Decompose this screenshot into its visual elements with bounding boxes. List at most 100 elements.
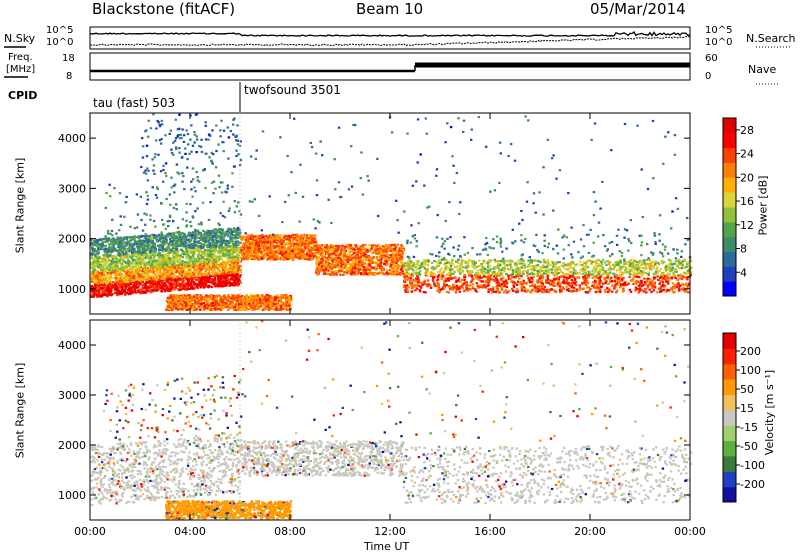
power-cell: [225, 284, 228, 287]
power-cell: [207, 272, 210, 275]
power-cell: [233, 306, 237, 309]
power-cell: [111, 285, 115, 288]
power-cell: [142, 242, 145, 245]
power-cell: [117, 267, 120, 270]
power-cell: [157, 268, 161, 271]
power-cell: [217, 274, 220, 277]
power-cell: [124, 250, 128, 253]
power-cell: [111, 257, 115, 260]
power-cell: [193, 299, 197, 302]
power-cell: [166, 298, 169, 301]
power-cell: [163, 271, 166, 274]
power-cell: [106, 240, 109, 243]
power-cell: [237, 153, 240, 156]
power-cell: [181, 240, 185, 243]
power-cell: [96, 284, 100, 287]
power-cell: [118, 291, 121, 294]
power-cell: [226, 299, 229, 302]
power-cell: [217, 270, 220, 273]
power-cell: [237, 270, 240, 274]
power-cell: [180, 267, 183, 270]
power-cell: [186, 166, 189, 169]
power-cell: [231, 245, 235, 248]
power-cell: [118, 192, 122, 195]
power-cell: [237, 277, 241, 280]
power-cell: [94, 268, 98, 272]
power-cell: [177, 303, 180, 306]
power-cell: [173, 278, 176, 281]
power-cell: [105, 249, 108, 252]
power-cell: [123, 265, 127, 268]
power-cell: [214, 282, 217, 285]
power-cell: [172, 220, 175, 223]
power-cell: [159, 142, 163, 145]
power-cell: [118, 292, 121, 295]
power-cell: [103, 248, 106, 251]
power-cell: [233, 272, 236, 276]
power-cell: [172, 232, 175, 235]
power-cell: [98, 279, 101, 283]
power-cell: [171, 263, 175, 266]
power-cell: [230, 263, 233, 266]
power-cell: [199, 242, 202, 245]
power-cell: [222, 252, 225, 255]
power-cell: [129, 235, 132, 239]
power-cell: [195, 138, 199, 141]
power-cell: [184, 271, 187, 274]
power-cell: [236, 143, 240, 146]
power-cell: [150, 258, 153, 261]
power-cell: [226, 262, 229, 266]
power-cell: [133, 281, 136, 285]
power-cell: [124, 267, 128, 270]
power-cell: [146, 246, 149, 249]
power-cell: [136, 269, 139, 272]
power-cell: [92, 279, 96, 282]
power-cell: [226, 259, 230, 262]
power-cell: [115, 232, 118, 235]
power-cell: [236, 265, 240, 268]
power-cell: [166, 235, 170, 238]
power-cell: [140, 275, 143, 278]
power-cell: [195, 282, 198, 285]
power-cell: [145, 276, 148, 279]
power-cell: [140, 257, 143, 260]
power-cell: [127, 262, 130, 265]
power-cell: [231, 247, 234, 250]
power-cell: [189, 270, 192, 273]
power-cell: [173, 254, 176, 257]
power-cell: [197, 245, 200, 248]
power-cell: [133, 289, 137, 292]
power-cell: [210, 238, 213, 242]
power-cell: [126, 277, 129, 281]
power-cell: [146, 261, 149, 264]
power-cell: [204, 282, 208, 285]
power-cell: [282, 303, 285, 306]
power-cell: [139, 265, 142, 268]
power-cell: [236, 124, 239, 127]
power-cell: [214, 247, 217, 251]
power-cell: [188, 251, 191, 254]
power-cell: [100, 283, 103, 286]
power-cell: [109, 288, 112, 291]
power-cell: [184, 282, 187, 285]
power-cell: [219, 241, 222, 244]
power-cell: [145, 202, 149, 206]
power-cell: [234, 260, 237, 263]
power-cell: [108, 293, 111, 296]
power-cell: [128, 289, 132, 292]
power-cell: [198, 236, 202, 239]
power-cell: [119, 215, 122, 218]
power-cell: [127, 264, 130, 267]
power-cell: [165, 276, 168, 279]
power-cell: [199, 271, 202, 274]
power-cell: [206, 245, 209, 248]
power-cell: [92, 239, 96, 242]
power-cell: [163, 257, 167, 260]
power-cell: [279, 294, 283, 297]
power-cell: [175, 264, 178, 267]
power-cell: [174, 245, 177, 249]
power-cell: [95, 294, 98, 297]
power-cell: [188, 267, 192, 270]
power-cell: [224, 277, 227, 280]
power-cell: [120, 283, 124, 286]
